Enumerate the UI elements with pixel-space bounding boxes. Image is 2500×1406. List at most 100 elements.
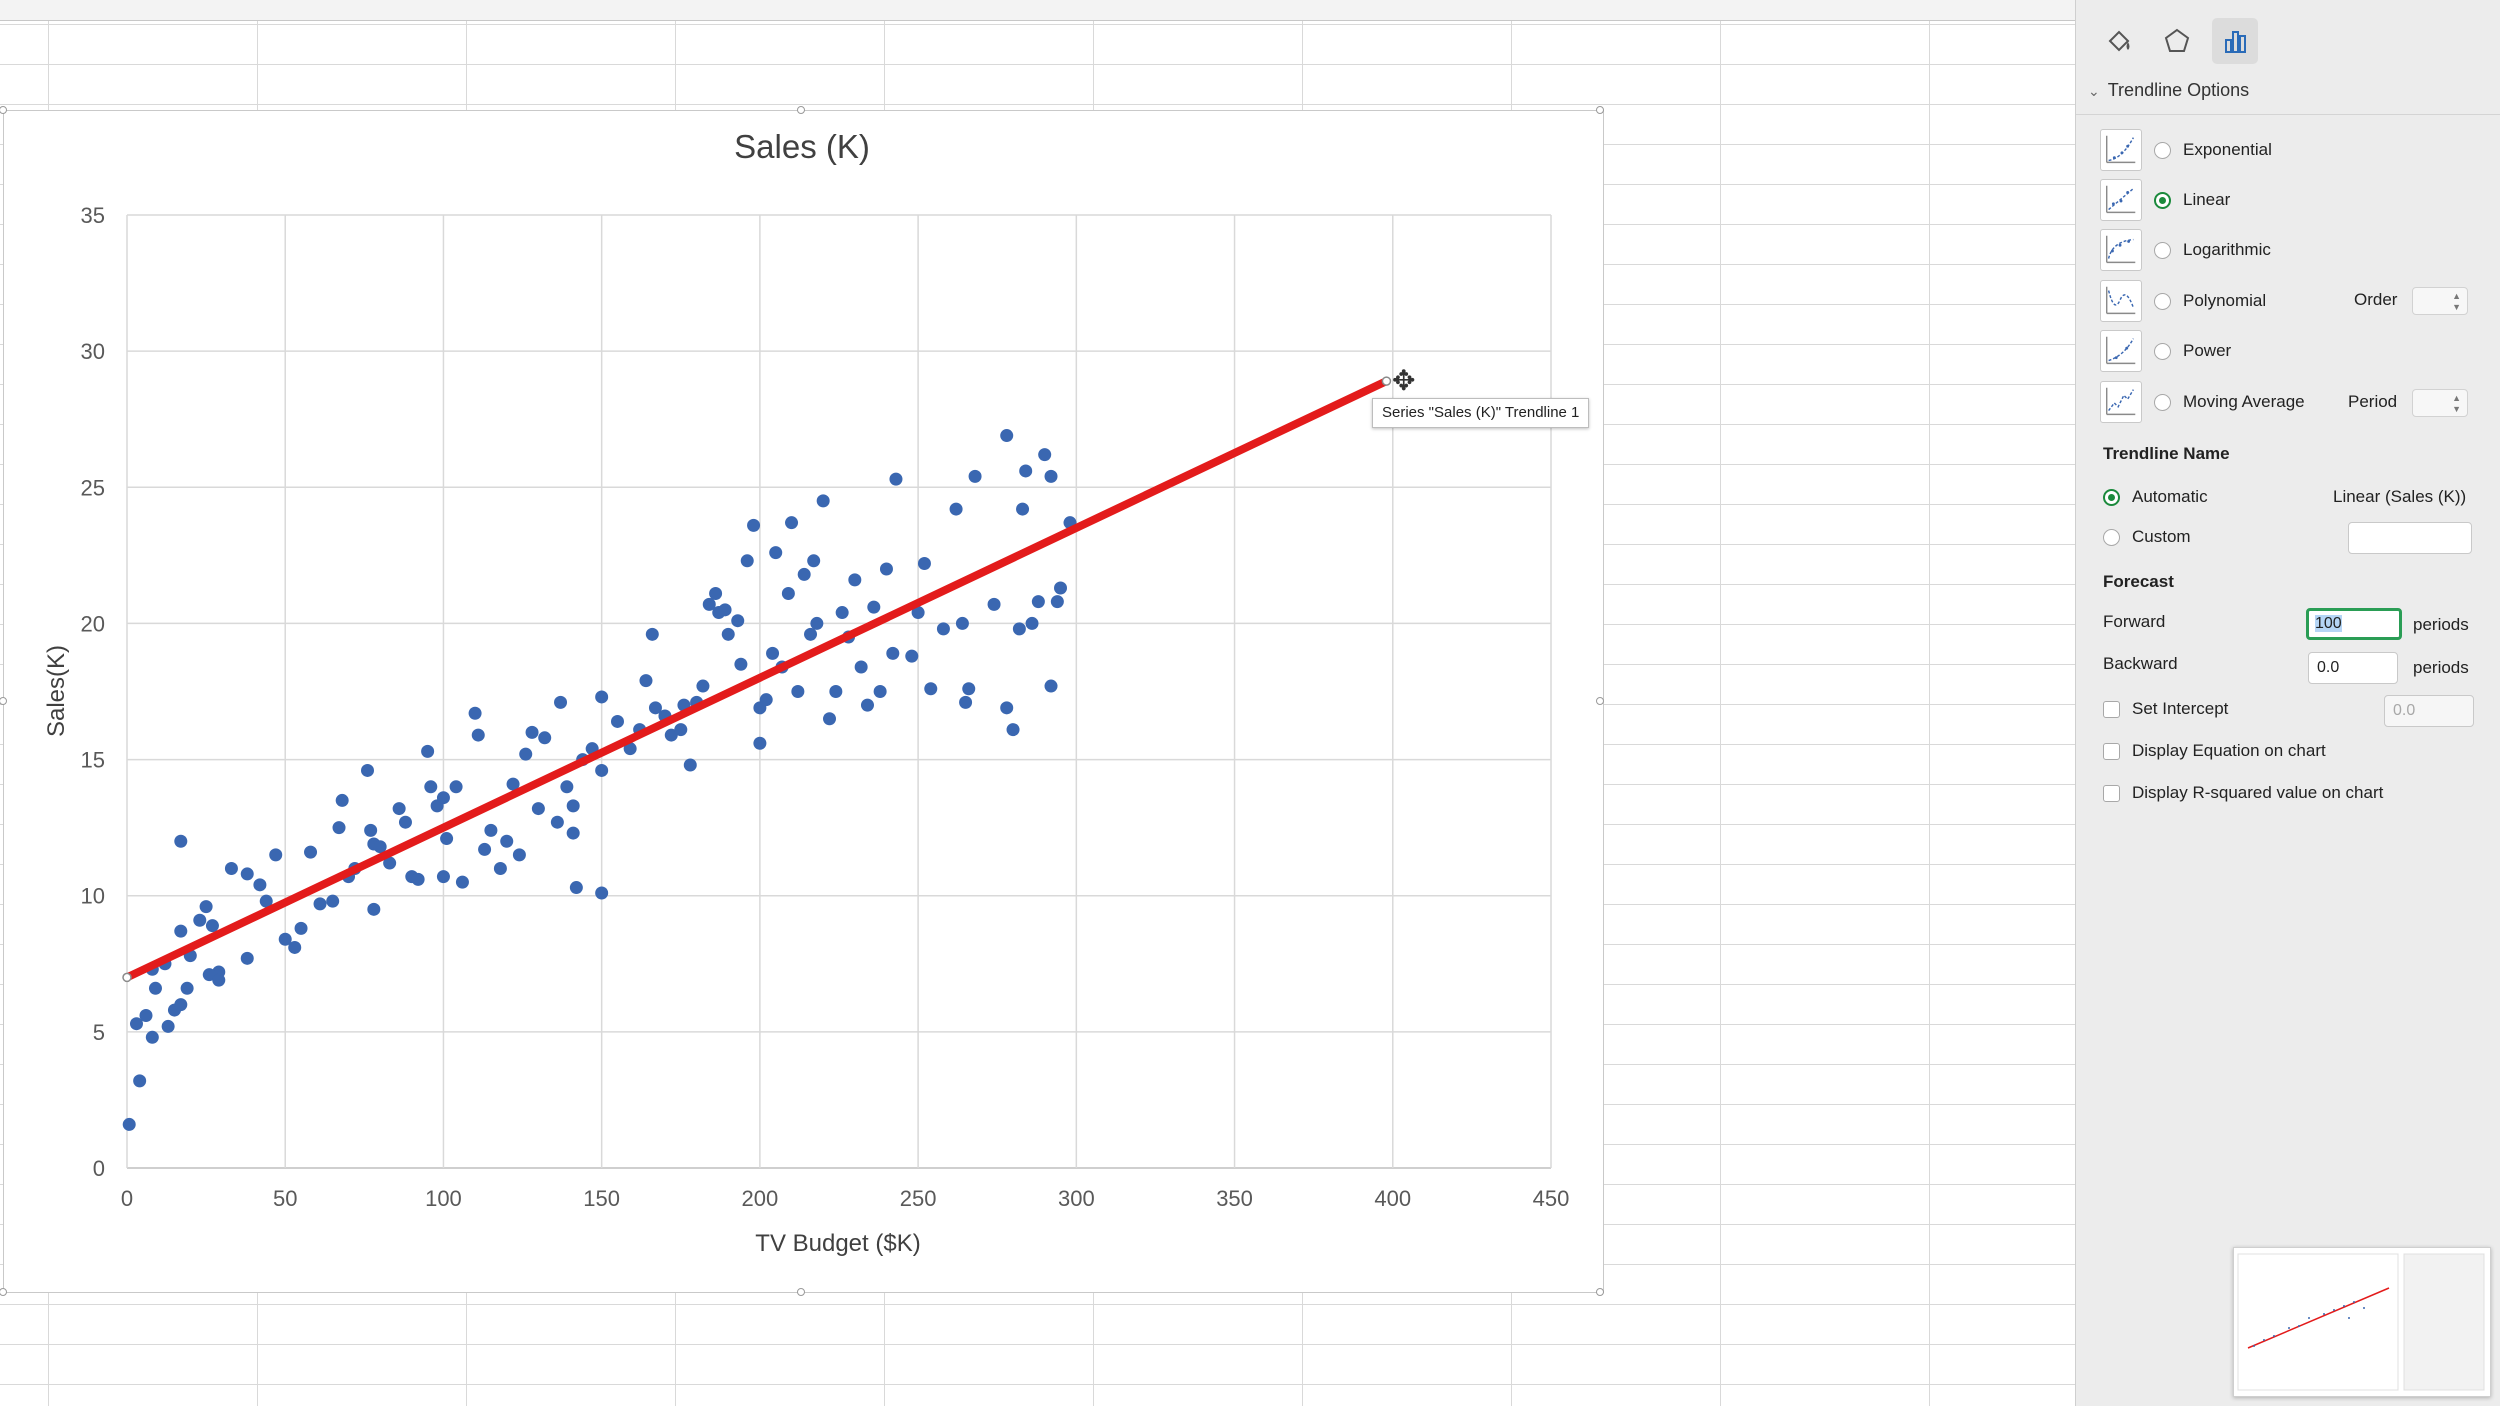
data-point[interactable] — [512, 848, 526, 862]
trendline-end-handle[interactable] — [1381, 376, 1392, 386]
chart-title[interactable]: Sales (K) — [734, 128, 870, 165]
data-point[interactable] — [554, 695, 568, 709]
option-polynomial[interactable]: Polynomial — [2100, 279, 2266, 323]
data-point[interactable] — [253, 878, 267, 892]
data-point[interactable] — [269, 848, 283, 862]
trendline[interactable] — [123, 377, 1391, 982]
data-point[interactable] — [566, 826, 580, 840]
data-point[interactable] — [709, 586, 723, 600]
display-r2-option[interactable]: Display R-squared value on chart — [2103, 780, 2383, 806]
data-point[interactable] — [332, 821, 346, 835]
fill-line-tab[interactable] — [2096, 18, 2142, 64]
data-point[interactable] — [367, 902, 381, 916]
data-point[interactable] — [905, 649, 919, 663]
data-point[interactable] — [1000, 429, 1014, 443]
data-point[interactable] — [304, 845, 318, 859]
data-point[interactable] — [781, 586, 795, 600]
option-power[interactable]: Power — [2100, 329, 2231, 373]
data-point[interactable] — [398, 815, 412, 829]
data-point[interactable] — [129, 1017, 143, 1031]
data-point[interactable] — [392, 802, 406, 816]
stepper-up-icon[interactable]: ▲ — [2452, 291, 2461, 301]
data-point[interactable] — [785, 516, 799, 530]
data-point[interactable] — [610, 714, 624, 728]
data-point[interactable] — [259, 894, 273, 908]
data-point[interactable] — [595, 763, 609, 777]
data-point[interactable] — [1038, 448, 1052, 462]
data-point[interactable] — [1019, 464, 1033, 478]
period-stepper[interactable]: ▲ ▼ — [2412, 389, 2468, 417]
data-point[interactable] — [917, 557, 931, 571]
trendline-options-header[interactable]: ⌄ Trendline Options — [2088, 80, 2249, 101]
data-point[interactable] — [683, 758, 697, 772]
data-point[interactable] — [1044, 469, 1058, 483]
data-point[interactable] — [1054, 581, 1068, 595]
data-point[interactable] — [240, 951, 254, 965]
option-exponential[interactable]: Exponential — [2100, 128, 2272, 172]
preview-thumbnail[interactable] — [2233, 1247, 2491, 1397]
resize-handle-top[interactable] — [797, 106, 805, 114]
data-point[interactable] — [1016, 502, 1030, 516]
data-point[interactable] — [936, 622, 950, 636]
stepper-down-icon[interactable]: ▼ — [2452, 302, 2461, 312]
radio-polynomial[interactable] — [2154, 292, 2171, 310]
radio-logarithmic[interactable] — [2154, 241, 2171, 259]
data-point[interactable] — [174, 924, 188, 938]
data-point[interactable] — [224, 861, 238, 875]
data-point[interactable] — [519, 747, 533, 761]
data-point[interactable] — [174, 834, 188, 848]
data-point[interactable] — [889, 472, 903, 486]
data-point[interactable] — [566, 799, 580, 813]
data-point[interactable] — [731, 614, 745, 628]
data-point[interactable] — [145, 1030, 159, 1044]
data-point[interactable] — [886, 646, 900, 660]
data-point[interactable] — [205, 919, 219, 933]
data-point[interactable] — [326, 894, 340, 908]
data-point[interactable] — [421, 744, 435, 758]
data-point[interactable] — [1000, 701, 1014, 715]
data-point[interactable] — [664, 728, 678, 742]
data-point[interactable] — [440, 832, 454, 846]
data-point[interactable] — [506, 777, 520, 791]
data-point[interactable] — [911, 606, 925, 620]
effects-tab[interactable] — [2154, 18, 2200, 64]
resize-handle-bottom-right[interactable] — [1596, 1288, 1604, 1296]
resize-handle-left[interactable] — [0, 697, 7, 705]
data-point[interactable] — [212, 973, 226, 987]
forward-periods-input[interactable]: 100 — [2306, 608, 2402, 640]
stepper-up-icon[interactable]: ▲ — [2452, 393, 2461, 403]
data-point[interactable] — [804, 627, 818, 641]
data-point[interactable] — [1044, 679, 1058, 693]
data-point[interactable] — [493, 861, 507, 875]
data-point[interactable] — [924, 682, 938, 696]
data-point[interactable] — [455, 875, 469, 889]
data-point[interactable] — [835, 606, 849, 620]
data-point[interactable] — [702, 597, 716, 611]
intercept-input[interactable]: 0.0 — [2384, 695, 2474, 727]
data-point[interactable] — [550, 815, 564, 829]
data-point[interactable] — [867, 600, 881, 614]
data-point[interactable] — [753, 736, 767, 750]
display-equation-option[interactable]: Display Equation on chart — [2103, 738, 2326, 764]
data-point[interactable] — [449, 780, 463, 794]
data-point[interactable] — [810, 616, 824, 630]
data-point[interactable] — [949, 502, 963, 516]
data-point[interactable] — [860, 698, 874, 712]
data-point[interactable] — [718, 603, 732, 617]
data-point[interactable] — [180, 981, 194, 995]
data-point[interactable] — [278, 932, 292, 946]
resize-handle-right[interactable] — [1596, 697, 1604, 705]
order-stepper[interactable]: ▲ ▼ — [2412, 287, 2468, 315]
data-point[interactable] — [595, 886, 609, 900]
data-point[interactable] — [1050, 595, 1064, 609]
backward-periods-input[interactable]: 0.0 — [2308, 652, 2398, 684]
data-point[interactable] — [791, 685, 805, 698]
data-point[interactable] — [721, 627, 735, 641]
option-logarithmic[interactable]: Logarithmic — [2100, 228, 2271, 272]
data-point[interactable] — [202, 968, 216, 982]
data-point[interactable] — [373, 840, 387, 854]
resize-handle-top-right[interactable] — [1596, 106, 1604, 114]
radio-moving-average[interactable] — [2154, 393, 2171, 411]
resize-handle-top-left[interactable] — [0, 106, 7, 114]
stepper-down-icon[interactable]: ▼ — [2452, 404, 2461, 414]
